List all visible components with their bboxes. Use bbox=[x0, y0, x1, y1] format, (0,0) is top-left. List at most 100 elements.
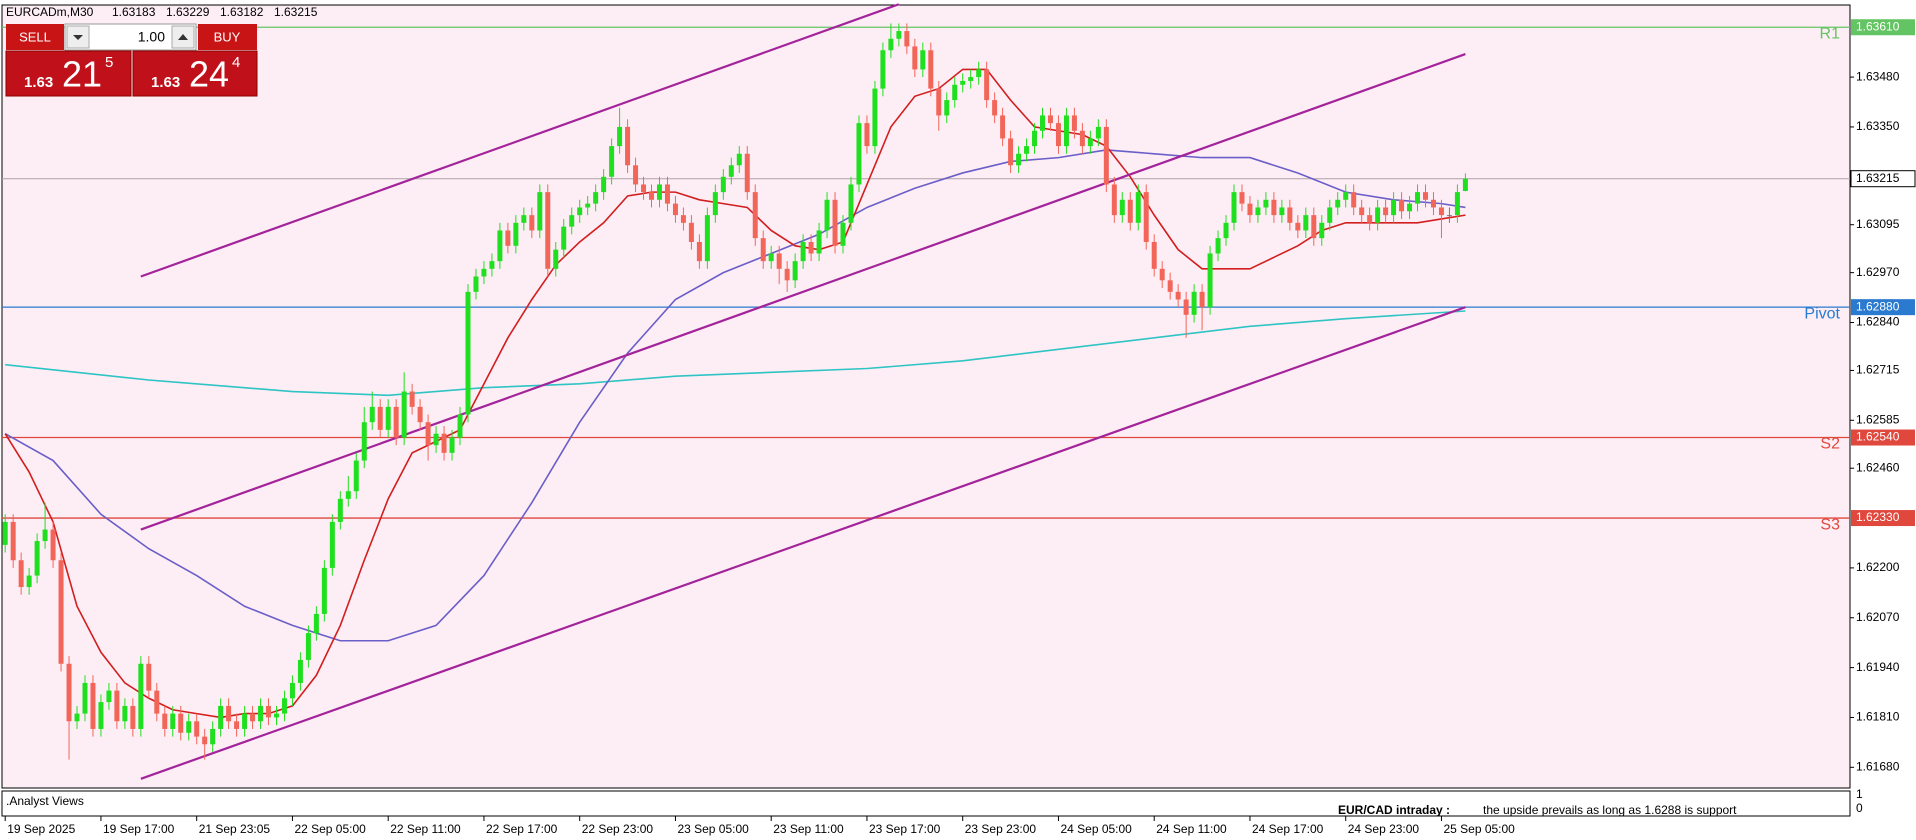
x-tick-label: 21 Sep 23:05 bbox=[199, 822, 271, 836]
candle-body bbox=[457, 414, 463, 438]
candle-body bbox=[234, 721, 240, 729]
candle-body bbox=[1319, 222, 1325, 239]
candle-body bbox=[1351, 192, 1357, 208]
candle-body bbox=[1191, 291, 1197, 315]
candle-body bbox=[345, 491, 351, 499]
moving-average bbox=[5, 310, 1466, 397]
x-tick-label: 19 Sep 2025 bbox=[7, 822, 75, 836]
candle-body bbox=[1063, 115, 1069, 147]
candle-body bbox=[329, 521, 335, 568]
candle-body bbox=[146, 663, 152, 691]
lot-value[interactable]: 1.00 bbox=[138, 29, 165, 45]
candle-body bbox=[784, 268, 790, 281]
candle-body bbox=[1375, 207, 1381, 223]
candle-body bbox=[553, 249, 559, 269]
x-tick-label: 22 Sep 23:00 bbox=[582, 822, 654, 836]
candle-body bbox=[497, 230, 503, 262]
candle-body bbox=[266, 705, 272, 718]
subwindow-label: .Analyst Views bbox=[6, 794, 84, 808]
candle-body bbox=[1255, 207, 1261, 216]
candle-body bbox=[297, 659, 303, 683]
candle-body bbox=[728, 165, 734, 177]
candle-body bbox=[1399, 199, 1405, 212]
candle-body bbox=[1111, 184, 1117, 216]
ask-fraction[interactable]: 4 bbox=[232, 54, 240, 71]
sell-button[interactable] bbox=[6, 24, 64, 50]
candle-body bbox=[712, 192, 718, 216]
candle-body bbox=[704, 215, 710, 262]
candle-body bbox=[34, 541, 40, 576]
candle-body bbox=[904, 31, 910, 47]
ohlc-open: 1.63183 bbox=[112, 5, 156, 19]
analysis-text: the upside prevails as long as 1.6288 is… bbox=[1483, 803, 1737, 817]
candle-body bbox=[1000, 115, 1006, 139]
candle-body bbox=[130, 705, 136, 729]
y-tick-label: 1.61940 bbox=[1856, 660, 1900, 674]
candle-body bbox=[162, 713, 168, 729]
x-tick-label: 24 Sep 17:00 bbox=[1252, 822, 1324, 836]
buy-button[interactable] bbox=[198, 24, 257, 50]
ask-big[interactable]: 1.63 bbox=[151, 74, 180, 91]
candle-body bbox=[688, 222, 694, 242]
level-price: 1.63610 bbox=[1856, 19, 1900, 33]
candle-body bbox=[1438, 207, 1444, 216]
bid-fraction[interactable]: 5 bbox=[105, 54, 113, 71]
candle-body bbox=[337, 498, 343, 522]
candle-body bbox=[258, 705, 264, 722]
candle-body bbox=[585, 203, 591, 208]
candle-body bbox=[593, 192, 599, 204]
candle-body bbox=[138, 663, 144, 729]
trend-line bbox=[140, 3, 900, 278]
y-tick-label: 1.62715 bbox=[1856, 363, 1900, 377]
candle-body bbox=[1407, 203, 1413, 212]
candle-body bbox=[305, 633, 311, 660]
candle-body bbox=[1103, 126, 1109, 185]
candle-body bbox=[792, 261, 798, 281]
candle-body bbox=[984, 69, 990, 101]
y-tick-label: 1.62200 bbox=[1856, 560, 1900, 574]
candle-body bbox=[920, 50, 926, 70]
candle-body bbox=[210, 728, 216, 745]
bid-box[interactable] bbox=[5, 50, 132, 97]
candle-body bbox=[1430, 199, 1436, 208]
ask-box[interactable] bbox=[132, 50, 258, 97]
candle-body bbox=[633, 165, 639, 185]
ask-pips[interactable]: 24 bbox=[189, 54, 229, 95]
candle-body bbox=[968, 77, 974, 81]
candle-body bbox=[2, 521, 8, 545]
trend-line bbox=[140, 306, 1466, 780]
candle-body bbox=[505, 230, 511, 246]
sell-label[interactable]: SELL bbox=[19, 29, 51, 44]
level-price: 1.62330 bbox=[1856, 510, 1900, 524]
level-price: 1.62880 bbox=[1856, 299, 1900, 313]
bid-pips[interactable]: 21 bbox=[62, 54, 102, 95]
candle-body bbox=[864, 123, 870, 147]
subwindow: .Analyst Views EUR/CAD intraday : the up… bbox=[1, 787, 1863, 817]
candle-body bbox=[664, 184, 670, 204]
bid-big[interactable]: 1.63 bbox=[24, 74, 53, 91]
candle-body bbox=[1215, 238, 1221, 254]
candle-body bbox=[680, 215, 686, 223]
x-tick-label: 25 Sep 05:00 bbox=[1443, 822, 1515, 836]
candle-body bbox=[976, 69, 982, 78]
candle-body bbox=[218, 705, 224, 729]
buy-label[interactable]: BUY bbox=[214, 29, 241, 44]
x-tick-label: 23 Sep 05:00 bbox=[677, 822, 749, 836]
x-tick-label: 23 Sep 17:00 bbox=[869, 822, 941, 836]
candle-body bbox=[98, 702, 104, 729]
candle-body bbox=[1391, 199, 1397, 216]
candle-body bbox=[178, 713, 184, 733]
candle-body bbox=[1279, 207, 1285, 216]
candle-body bbox=[1151, 241, 1157, 269]
level-tag bbox=[1851, 510, 1915, 527]
candle-body bbox=[856, 123, 862, 185]
candle-body bbox=[353, 460, 359, 492]
candle-body bbox=[1071, 115, 1077, 131]
candle-body bbox=[281, 698, 287, 714]
level-name: R1 bbox=[1820, 25, 1841, 42]
candle-body bbox=[1271, 199, 1277, 216]
candle-body bbox=[10, 521, 16, 561]
candle-body bbox=[832, 199, 838, 246]
candle-body bbox=[1024, 146, 1030, 154]
